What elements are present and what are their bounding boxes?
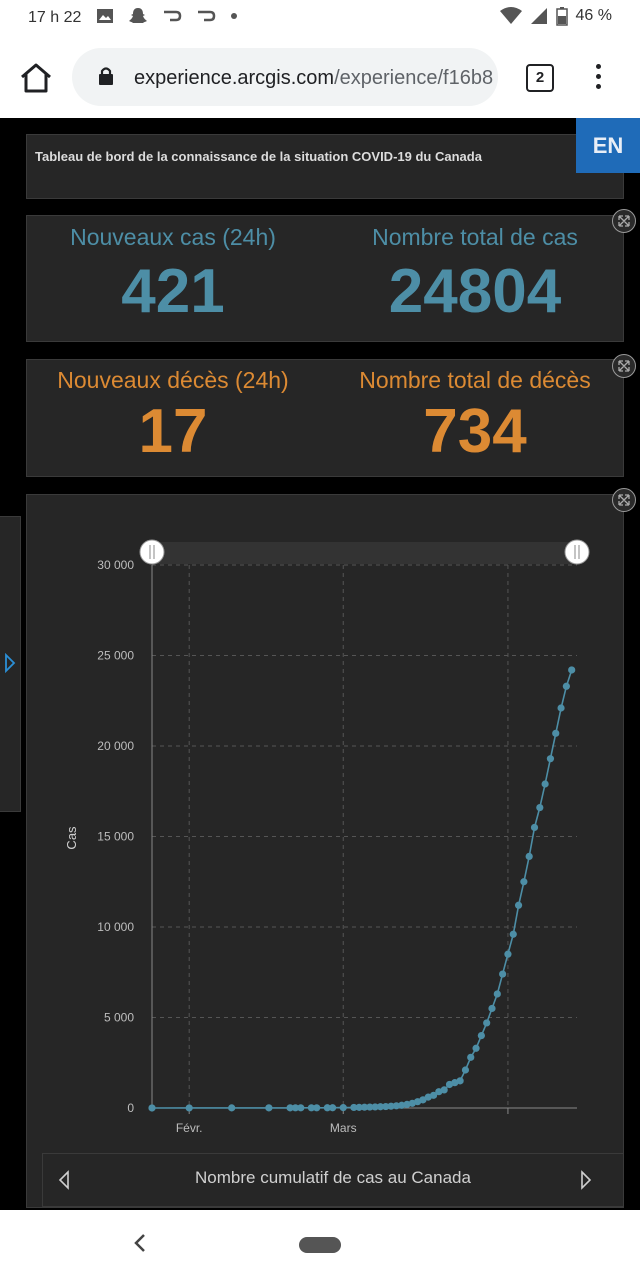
new-deaths-value: 17	[138, 397, 208, 466]
url-host: experience.arcgis.com	[134, 67, 335, 89]
browser-toolbar: experience.arcgis.com/experience/f16b8 2	[0, 36, 640, 118]
total-deaths-value: 734	[423, 397, 527, 466]
chart-panel	[26, 494, 624, 1208]
status-time: 17 h 22	[28, 9, 82, 26]
home-icon[interactable]	[18, 60, 54, 96]
total-cases-label: Nombre total de cas	[372, 224, 578, 250]
expand-arrow-icon	[5, 653, 16, 673]
battery-icon	[555, 7, 568, 26]
status-bar: 17 h 22 46 %	[0, 0, 640, 36]
side-panel-toggle[interactable]	[0, 516, 21, 812]
app-notification-icon	[164, 10, 182, 22]
total-cases-value: 24804	[388, 257, 562, 326]
title-panel: Tableau de bord de la connaissance de la…	[26, 134, 624, 199]
app-notification-icon	[198, 10, 216, 22]
back-icon[interactable]	[132, 1232, 148, 1254]
home-pill[interactable]	[299, 1237, 341, 1253]
deaths-panel: Nouveaux décès (24h) 17 Nombre total de …	[26, 359, 624, 477]
tab-switcher-button[interactable]: 2	[526, 64, 554, 92]
more-notifications-dot-icon	[231, 13, 237, 19]
total-deaths-label: Nombre total de décès	[359, 367, 591, 393]
expand-icon[interactable]	[612, 354, 636, 378]
language-button[interactable]: EN	[576, 118, 640, 173]
system-nav-bar	[0, 1210, 640, 1280]
wifi-icon	[499, 7, 522, 24]
battery-percent: 46 %	[575, 7, 612, 24]
expand-icon[interactable]	[612, 209, 636, 233]
next-chart-icon[interactable]	[579, 1170, 593, 1190]
chart-footer: Nombre cumulatif de cas au Canada	[42, 1153, 624, 1207]
new-cases-value: 421	[121, 257, 225, 326]
previous-chart-icon[interactable]	[57, 1170, 71, 1190]
signal-icon	[530, 8, 547, 24]
image-notification-icon	[97, 9, 113, 23]
chart-title: Nombre cumulatif de cas au Canada	[195, 1168, 471, 1187]
dashboard-content: Tableau de bord de la connaissance de la…	[0, 118, 640, 1210]
cases-panel: Nouveaux cas (24h) 421 Nombre total de c…	[26, 215, 624, 342]
new-deaths-label: Nouveaux décès (24h)	[57, 367, 289, 393]
address-bar[interactable]: experience.arcgis.com/experience/f16b8	[72, 48, 498, 106]
overflow-menu-icon[interactable]	[594, 64, 602, 94]
new-cases-label: Nouveaux cas (24h)	[70, 224, 276, 250]
expand-icon[interactable]	[612, 488, 636, 512]
lock-icon	[99, 67, 113, 85]
dashboard-title: Tableau de bord de la connaissance de la…	[35, 149, 482, 164]
url-path: /experience/f16b8	[334, 67, 494, 89]
snapchat-notification-icon	[129, 8, 147, 23]
